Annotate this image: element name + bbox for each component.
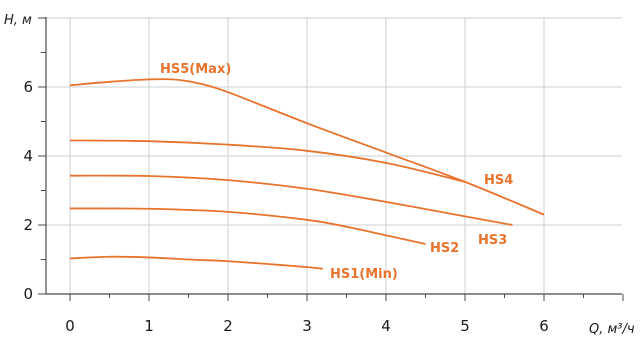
series-lines xyxy=(69,78,545,270)
series-label: HS5(Max) xyxy=(160,62,231,77)
x-tick-label: 1 xyxy=(144,317,154,335)
y-tick-label: 0 xyxy=(23,285,33,303)
x-tick-label: 6 xyxy=(539,317,549,335)
x-tick-label: 5 xyxy=(460,317,470,335)
series-line-hs5-max xyxy=(69,78,545,216)
series-label: HS1(Min) xyxy=(330,267,398,282)
series-line-hs3 xyxy=(69,174,513,226)
series-label: HS3 xyxy=(478,233,507,248)
x-tick-label: 4 xyxy=(381,317,391,335)
series-line-hs2 xyxy=(69,207,426,245)
labels: 0 1 2 3 4 5 6 0 2 4 6 H, м Q, м³/ч HS5(Max) HS4 HS3 HS2 H… xyxy=(4,13,635,337)
y-tick-label: 2 xyxy=(23,216,33,234)
axes xyxy=(38,17,624,301)
series-line-hs1-min xyxy=(69,255,323,270)
y-tick-label: 6 xyxy=(23,78,33,96)
series-line-hs4 xyxy=(69,139,466,183)
x-tick-label: 0 xyxy=(65,317,75,335)
grid xyxy=(46,17,622,294)
series-label: HS4 xyxy=(484,173,513,188)
y-tick-label: 4 xyxy=(23,147,33,165)
x-tick-label: 3 xyxy=(302,317,312,335)
series-label: HS2 xyxy=(430,241,459,256)
x-axis-title: Q, м³/ч xyxy=(589,322,635,337)
x-tick-label: 2 xyxy=(223,317,233,335)
y-axis-title: H, м xyxy=(4,13,32,28)
